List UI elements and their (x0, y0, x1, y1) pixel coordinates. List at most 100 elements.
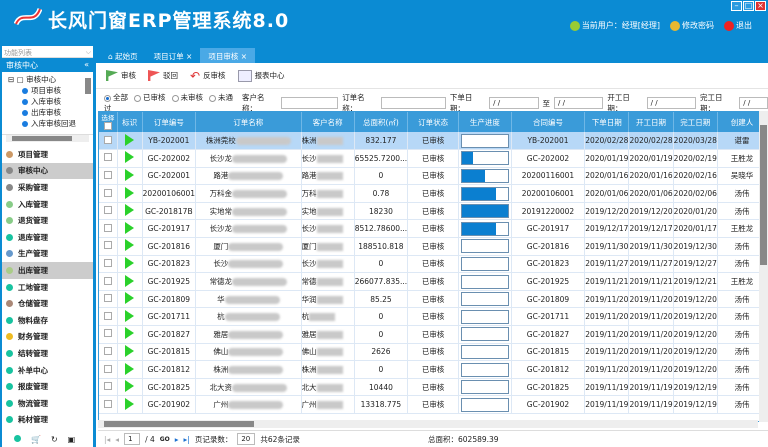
horizontal-scrollbar[interactable] (98, 420, 758, 428)
maximize-button[interactable]: □ (743, 1, 754, 11)
sidebar-item[interactable]: 采购管理 (2, 179, 93, 196)
collapse-icon[interactable]: « (84, 60, 89, 69)
prev-page-button[interactable]: ◂ (115, 434, 120, 444)
select-all-checkbox[interactable] (103, 122, 112, 130)
tool-icon[interactable]: ▣ (67, 435, 76, 444)
row-checkbox[interactable] (103, 206, 112, 215)
column-header[interactable]: 订单状态 (407, 112, 460, 132)
table-row[interactable]: GC-201817B 实地常 实地 18230 已审核 20191220002 … (99, 202, 767, 221)
table-row[interactable]: GC-202002 长沙龙 长沙 65525.7200... 已审核 GC-20… (99, 149, 767, 168)
column-header[interactable]: 完工日期 (673, 112, 718, 132)
tree-hscrollbar[interactable] (6, 135, 89, 142)
tree-item[interactable]: 出库审核 (8, 107, 93, 118)
tree-item[interactable]: 入库审核 (8, 96, 93, 107)
page-input[interactable]: 1 (124, 433, 141, 445)
sidebar-item[interactable]: 报废管理 (2, 378, 93, 395)
row-checkbox[interactable] (103, 135, 112, 144)
vertical-scrollbar[interactable] (759, 111, 768, 422)
column-header[interactable]: 创建人 (717, 112, 767, 132)
pin-icon[interactable]: ⌵ (85, 48, 91, 56)
table-row[interactable]: GC-201809 华 华润 85.25 已审核 GC-201809 2019/… (99, 290, 767, 309)
start-date-input[interactable]: / / (646, 97, 697, 109)
tree-item[interactable]: 入库审核回退 (8, 118, 93, 129)
column-header[interactable]: 合同编号 (511, 112, 586, 132)
row-checkbox[interactable] (103, 153, 112, 162)
row-checkbox[interactable] (103, 311, 112, 320)
row-checkbox[interactable] (103, 170, 112, 179)
sidebar-item[interactable]: 入库管理 (2, 196, 93, 213)
tree-item[interactable]: 项目审核 (8, 85, 93, 96)
cart-icon[interactable]: 🛒 (31, 435, 41, 444)
table-row[interactable]: GC-201711 杭 杭 0 已审核 GC-201711 2019/11/20… (99, 307, 767, 327)
tab-project-orders[interactable]: 项目订单 × (153, 52, 193, 61)
table-row[interactable]: GC-201815 佛山 佛山 2626 已审核 GC-201815 2019/… (99, 343, 767, 362)
table-row[interactable]: GC-201823 长沙 长沙 0 已审核 GC-201823 2019/11/… (99, 255, 767, 274)
finish-date-input[interactable]: / / (739, 97, 768, 109)
go-button[interactable]: GO (159, 435, 170, 443)
table-row[interactable]: GC-202001 路港 路港 0 已审核 20200116001 2020/0… (99, 167, 767, 186)
tree-root[interactable]: ⊟ ▢ 审核中心 (8, 75, 57, 84)
close-button[interactable]: × (755, 1, 766, 11)
logout-button[interactable]: 退出 (724, 20, 752, 31)
table-row[interactable]: GC-201925 常德龙 常德 266077.835... 已审核 GC-20… (99, 272, 767, 291)
row-checkbox[interactable] (103, 223, 112, 232)
reject-button[interactable]: 驳回 (148, 70, 178, 81)
customer-input[interactable] (281, 97, 339, 109)
sidebar-item[interactable]: 耗材管理 (2, 412, 93, 429)
row-checkbox[interactable] (103, 294, 112, 303)
refresh-icon[interactable]: ↻ (50, 435, 58, 444)
report-center-button[interactable]: 报表中心 (237, 69, 285, 82)
tree-scrollbar[interactable] (85, 78, 91, 94)
row-checkbox[interactable] (103, 346, 112, 355)
row-checkbox[interactable] (103, 276, 112, 285)
row-checkbox[interactable] (103, 364, 112, 373)
change-password-button[interactable]: 修改密码 (670, 20, 714, 31)
order-input[interactable] (381, 97, 446, 109)
filter-radio[interactable]: 未通过 (104, 93, 233, 113)
sidebar-item[interactable]: 财务管理 (2, 329, 93, 346)
row-checkbox[interactable] (103, 241, 112, 250)
sidebar-item[interactable]: 退货管理 (2, 212, 93, 229)
order-date-from[interactable]: / / (489, 97, 539, 109)
column-header[interactable]: 下单日期 (584, 112, 630, 132)
page-size-input[interactable]: 20 (237, 433, 256, 445)
sidebar-item[interactable]: 物料盘存 (2, 312, 93, 329)
row-checkbox[interactable] (103, 258, 112, 267)
table-row[interactable]: GC-201917 长沙龙 长沙 8512.78600... 已审核 GC-20… (99, 219, 767, 239)
sidebar-item[interactable]: 仓储管理 (2, 295, 93, 312)
column-header[interactable]: 标识 (117, 112, 143, 132)
column-header[interactable]: 生产进度 (458, 112, 512, 132)
column-header[interactable]: 选择 (99, 112, 118, 132)
tab-project-audit[interactable]: 项目审核 × (200, 48, 256, 63)
column-header[interactable]: 开工日期 (628, 112, 674, 132)
sidebar-item[interactable]: 项目管理 (2, 146, 93, 163)
filter-radio[interactable]: 已审核 (134, 93, 166, 102)
sidebar-item[interactable]: 结转管理 (2, 345, 93, 362)
minimize-button[interactable]: – (731, 1, 742, 11)
table-row[interactable]: GC-201827 雅居 雅居 0 已审核 GC-201827 2019/11/… (99, 325, 767, 344)
tab-home[interactable]: ⌂ 起始页 (108, 52, 138, 61)
sidebar-item[interactable]: 物流管理 (2, 395, 93, 412)
table-row[interactable]: GC-201825 北大资 北大 10440 已审核 GC-201825 201… (99, 378, 767, 397)
next-page-button[interactable]: ▸ (174, 434, 179, 444)
sidebar-item[interactable]: 生产管理 (2, 246, 93, 263)
sidebar-item[interactable]: 工地管理 (2, 279, 93, 296)
sidebar-item[interactable]: 退库管理 (2, 229, 93, 246)
row-checkbox[interactable] (103, 382, 112, 391)
order-date-to[interactable]: / / (554, 97, 604, 109)
close-tab-icon[interactable]: × (240, 52, 248, 61)
table-row[interactable]: 20200106001 万科金 万科 0.78 已审核 20200106001 … (99, 184, 767, 203)
sidebar-item[interactable]: 审核中心 (2, 162, 93, 180)
close-tab-icon[interactable]: × (186, 52, 193, 61)
first-page-button[interactable]: |◂ (104, 434, 111, 444)
column-header[interactable]: 总面积(㎡) (354, 112, 409, 132)
dot-icon[interactable] (14, 435, 21, 442)
table-row[interactable]: YB-202001 株洲莞校 株洲 832.177 已审核 YB-202001 … (99, 132, 767, 151)
row-checkbox[interactable] (103, 188, 112, 197)
approve-button[interactable]: 审核 (106, 70, 136, 81)
column-header[interactable]: 客户名称 (301, 112, 355, 132)
column-header[interactable]: 订单名称 (195, 112, 302, 132)
filter-radio[interactable]: 全部 (104, 93, 128, 102)
row-checkbox[interactable] (103, 399, 112, 408)
unapprove-button[interactable]: ↶ 反审核 (190, 68, 226, 83)
